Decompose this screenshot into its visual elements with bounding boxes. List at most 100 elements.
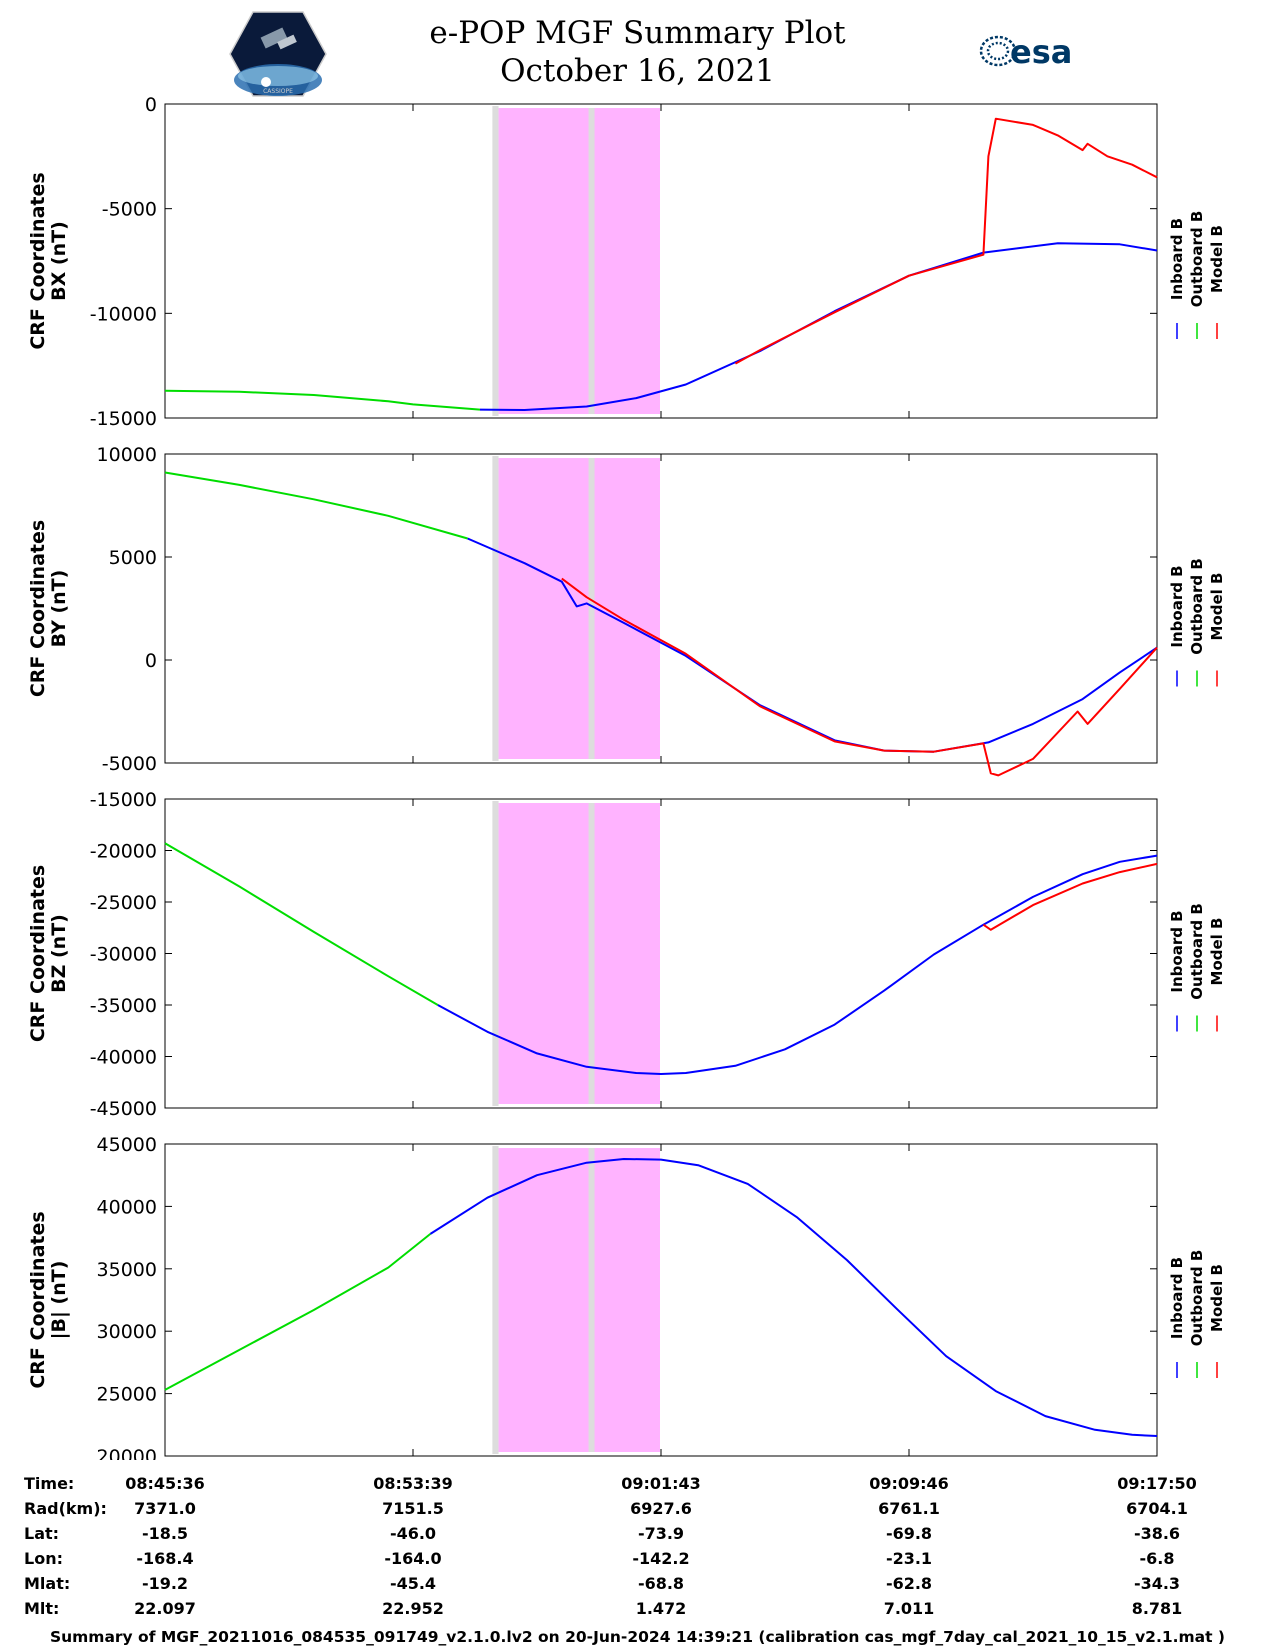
y-tick-label: 0 [145,94,157,116]
gray-gap-region [492,1146,499,1454]
cell-mlat: -68.8 [637,1574,685,1593]
gray-divider-region [588,458,595,759]
y-axis-label: CRF Coordinates [27,172,49,349]
y-axis-label: CRF Coordinates [27,865,49,1042]
cell-lon: -23.1 [885,1549,933,1568]
cell-time: 08:53:39 [373,1474,453,1493]
legend-entry-label: Model B [1208,225,1226,293]
magenta-shaded-region [498,803,660,1104]
cassiope-logo-text: CASSIOPE [263,88,293,95]
cell-lon: -142.2 [632,1549,690,1568]
esa-logo-text: esa [1010,33,1072,71]
cell-rad: 6761.1 [878,1499,940,1518]
series-line-outboard-b [164,389,481,411]
row-label-mlat: Mlat: [24,1574,71,1593]
legend-entry-label: Model B [1208,573,1226,641]
series-line-inboard-b [437,854,1158,1075]
cell-lat: -69.8 [885,1524,933,1543]
legend-entry-label: Inboard B [1168,218,1186,300]
esa-logo: esa [979,33,1072,71]
plot-title: e-POP MGF Summary Plot October 16, 2021 [0,14,1275,90]
cell-rad: 7151.5 [382,1499,444,1518]
cell-mlt: 8.781 [1131,1599,1183,1618]
cell-time: 09:09:46 [869,1474,949,1493]
series-line-model-b [734,117,1158,365]
series-line-model-b [982,862,1158,931]
cell-lat: -46.0 [389,1524,437,1543]
panel-frame [164,453,1158,764]
y-axis-label: BZ (nT) [48,914,70,993]
series-line-outboard-b [164,471,468,540]
y-tick-label: -5000 [102,753,157,775]
gray-divider-region [588,803,595,1104]
legend-entry-label: Inboard B [1168,910,1186,992]
row-label-lat: Lat: [24,1524,60,1543]
y-axis-label: |B| (nT) [48,1261,70,1340]
title-line-1: e-POP MGF Summary Plot [429,15,846,51]
y-tick-label: 0 [145,650,157,672]
y-tick-label: -25000 [90,892,157,914]
cell-mlat: -19.2 [141,1574,189,1593]
y-tick-label: 35000 [97,1259,157,1281]
series-line-model-b [561,577,1158,777]
series-line-outboard-b [164,842,439,1006]
panel-frame [164,798,1158,1109]
cell-lat: -38.6 [1133,1524,1181,1543]
cell-mlt: 22.952 [382,1599,444,1618]
cell-lon: -6.8 [1139,1549,1175,1568]
cell-mlt: 22.097 [134,1599,196,1618]
gray-gap-region [492,456,499,761]
cell-mlat: -34.3 [1133,1574,1181,1593]
y-tick-label: 20000 [97,1446,157,1460]
orbit-info-table: Time: 08:45:36 08:53:39 09:01:43 09:09:46 09:… [0,1460,1275,1620]
y-tick-label: -40000 [90,1047,157,1069]
legend-entry-label: Inboard B [1168,565,1186,647]
legend-entry-label: Outboard B [1188,1250,1206,1347]
y-tick-label: 10000 [97,444,157,466]
y-axis-label: CRF Coordinates [27,1211,49,1388]
cell-mlt: 7.011 [883,1599,935,1618]
cell-lon: -168.4 [136,1549,194,1568]
cell-lon: -164.0 [384,1549,442,1568]
cell-time: 09:01:43 [621,1474,701,1493]
magenta-shaded-region [498,108,660,414]
y-tick-label: -15000 [90,789,157,811]
gray-gap-region [492,801,499,1106]
legend-entry-label: Inboard B [1168,1257,1186,1339]
y-axis-label: BY (nT) [48,570,70,648]
panel-frame [164,1143,1158,1457]
legend-entry-label: Outboard B [1188,903,1206,1000]
series-line-outboard-b [164,1233,432,1391]
cassiope-mission-logo: CASSIOPE [229,11,327,97]
y-axis-label: BX (nT) [48,221,70,301]
cell-rad: 7371.0 [134,1499,196,1518]
panel-frame [164,103,1158,419]
cell-time: 09:17:50 [1117,1474,1197,1493]
cell-mlat: -62.8 [885,1574,933,1593]
row-label-mlt: Mlt: [24,1599,60,1618]
cell-time: 08:45:36 [125,1474,205,1493]
row-label-time: Time: [24,1474,75,1493]
cell-lat: -18.5 [141,1524,189,1543]
cell-mlat: -45.4 [389,1574,437,1593]
magenta-shaded-region [498,1148,660,1452]
row-label-lon: Lon: [24,1549,63,1568]
footer-summary: Summary of MGF_20211016_084535_091749_v2… [49,1628,1226,1646]
title-line-2: October 16, 2021 [500,53,775,89]
y-tick-label: -10000 [90,303,157,325]
cell-rad: 6704.1 [1126,1499,1188,1518]
gray-gap-region [492,106,499,416]
y-tick-label: -15000 [90,408,157,430]
y-tick-label: 45000 [97,1134,157,1156]
y-tick-label: 40000 [97,1196,157,1218]
cell-mlt: 1.472 [635,1599,687,1618]
magenta-shaded-region [498,458,660,759]
row-label-rad: Rad(km): [24,1499,107,1518]
legend-entry-label: Model B [1208,918,1226,986]
y-tick-label: -35000 [90,995,157,1017]
cell-lat: -73.9 [637,1524,685,1543]
y-tick-label: -20000 [90,841,157,863]
y-tick-label: -30000 [90,944,157,966]
y-tick-label: -45000 [90,1098,157,1120]
